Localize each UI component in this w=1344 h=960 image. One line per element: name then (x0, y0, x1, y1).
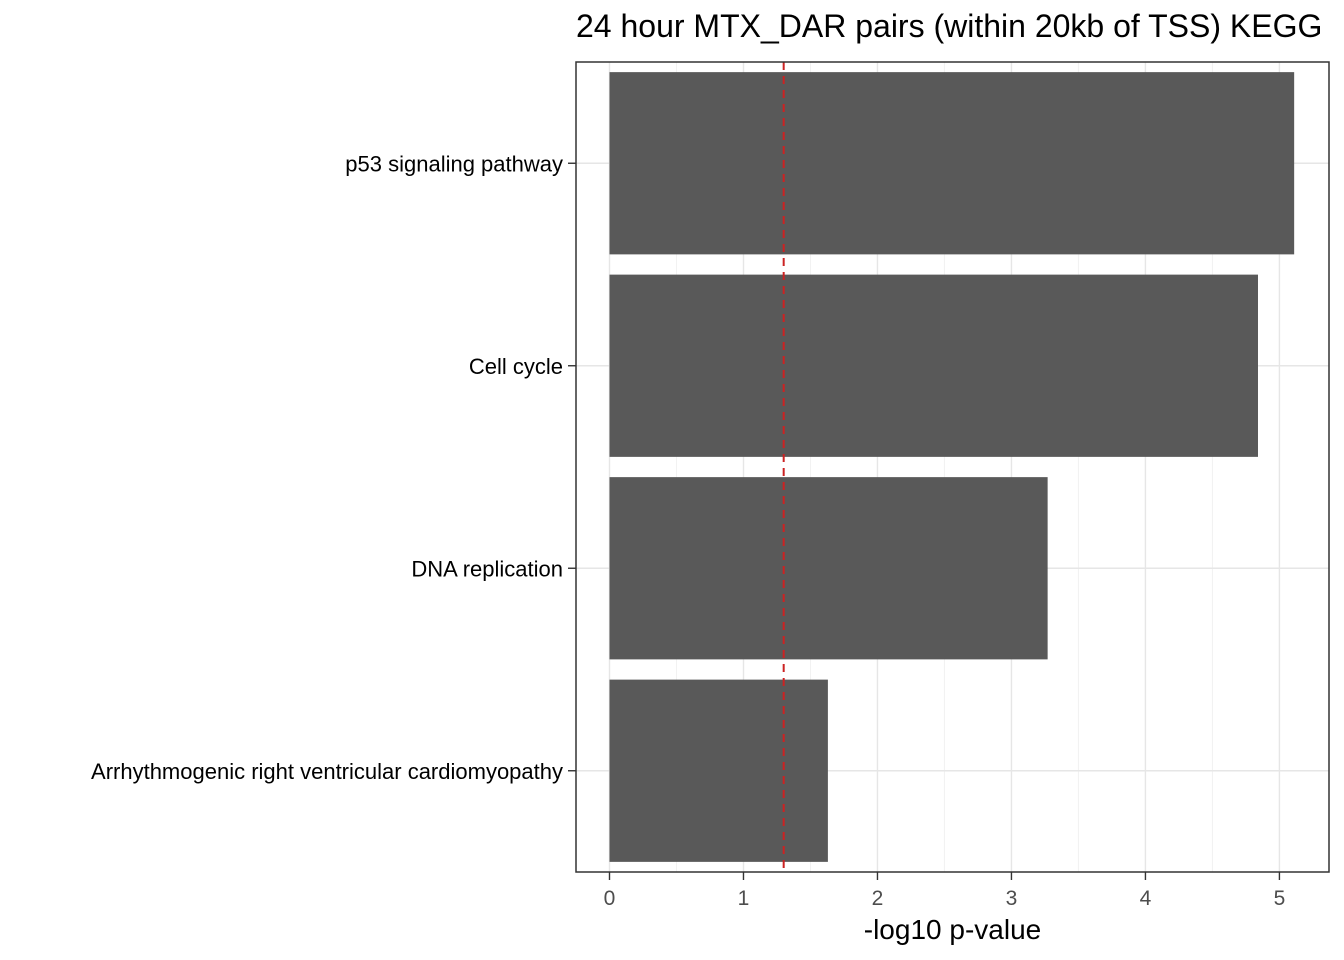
y-tick-label-2: DNA replication (411, 556, 563, 581)
bar-3 (609, 679, 828, 862)
x-axis-title: -log10 p-value (864, 914, 1041, 945)
panel-border (575, 61, 1330, 873)
bar-0 (609, 72, 1295, 255)
y-axis: p53 signaling pathway Cell cycle DNA repli… (91, 151, 576, 784)
x-tick-label-1: 1 (738, 887, 750, 910)
y-tick-label-3: Arrhythmogenic right ventricular cardiom… (91, 759, 563, 784)
x-tick-label-0: 0 (604, 887, 616, 910)
chart-title: 24 hour MTX_DAR pairs (within 20kb of TS… (576, 8, 1323, 44)
bar-2 (609, 477, 1048, 660)
x-axis: 0 1 2 3 4 5 (604, 872, 1286, 910)
x-tick-label-5: 5 (1274, 887, 1286, 910)
x-tick-label-4: 4 (1140, 887, 1152, 910)
x-tick-label-2: 2 (872, 887, 884, 910)
x-tick-label-3: 3 (1006, 887, 1018, 910)
bar-1 (609, 274, 1258, 457)
bars (609, 72, 1295, 862)
y-tick-label-1: Cell cycle (469, 354, 563, 379)
y-tick-label-0: p53 signaling pathway (345, 151, 563, 176)
